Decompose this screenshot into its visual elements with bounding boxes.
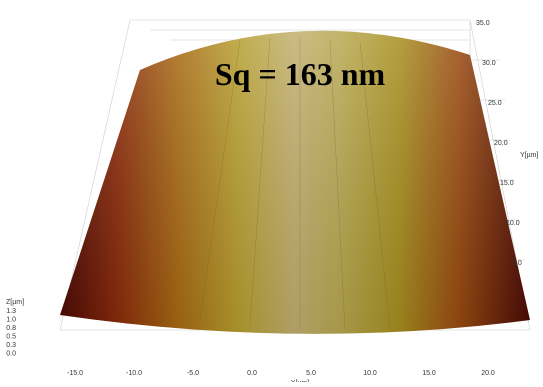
y-tick-label: 35.0 [476,20,490,27]
y-tick-label: 30.0 [482,60,496,67]
x-tick-label: 0.0 [247,370,257,377]
x-tick-label: -5.0 [187,370,199,377]
x-tick-label: -10.0 [126,370,142,377]
y-tick-label: 10.0 [506,220,520,227]
y-tick-label: 5.0 [512,260,522,267]
surface-streaks [199,37,391,331]
annotation: Sq = 163 nm [215,56,386,92]
y-axis-label: Y[µm] [520,152,538,159]
y-tick-label: 20.0 [494,140,508,147]
z-tick-label: 1.3 [6,308,16,315]
x-tick-label: 5.0 [306,370,316,377]
x-tick-label: 15.0 [422,370,436,377]
z-tick-label: 0.8 [6,325,16,332]
x-tick-label: 10.0 [363,370,377,377]
z-tick-label: 0.5 [6,334,16,341]
z-axis-label: Z[µm] [6,299,24,306]
z-tick-label: 1.0 [6,317,16,324]
x-tick-label: -15.0 [67,370,83,377]
z-tick-label: 0.0 [6,351,16,358]
y-tick-label: 15.0 [500,180,514,187]
y-tick-label: 25.0 [488,100,502,107]
z-tick-label: 0.3 [6,342,16,349]
surface-shade [60,30,530,334]
x-tick-label: 20.0 [481,370,495,377]
